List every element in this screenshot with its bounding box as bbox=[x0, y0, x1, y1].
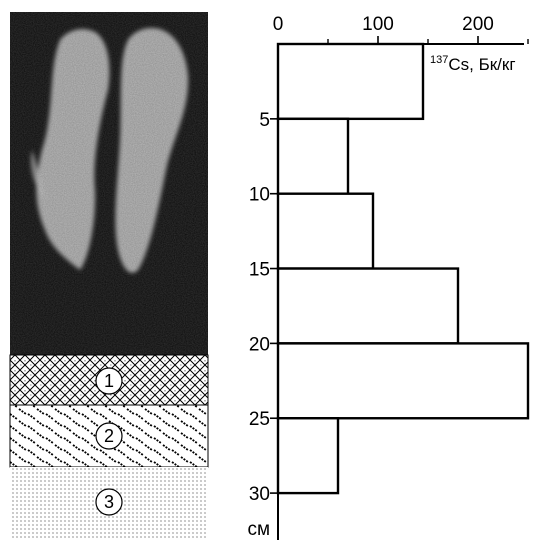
cs137-profile-chart: 0 100 200 5 10 15 20 25 30 137Cs, Бк/кг см bbox=[247, 14, 530, 540]
bar-15-20cm bbox=[276, 267, 460, 345]
y-tick-label-20: 20 bbox=[249, 334, 270, 355]
y-tick-label-30: 30 bbox=[249, 484, 270, 505]
x-tick-label-100: 100 bbox=[362, 14, 394, 35]
x-axis-label: 137Cs, Бк/кг bbox=[430, 54, 516, 74]
layer-3-marker: 3 bbox=[95, 488, 123, 516]
y-axis-ticks: 5 10 15 20 25 30 bbox=[249, 110, 278, 505]
x-axis-label-text: Cs, Бк/кг bbox=[448, 55, 515, 74]
layer-2-marker: 2 bbox=[95, 422, 123, 450]
layer-1-marker: 1 bbox=[95, 367, 123, 395]
y-axis-unit: см bbox=[247, 519, 270, 540]
bar-10-15cm bbox=[276, 192, 375, 270]
soil-layers: 1 2 3 bbox=[9, 354, 209, 540]
profile-bars bbox=[276, 42, 530, 495]
layer-1-number: 1 bbox=[104, 371, 114, 391]
x-axis-label-superscript: 137 bbox=[430, 54, 448, 66]
y-tick-label-25: 25 bbox=[249, 409, 270, 430]
bar-0-5cm bbox=[276, 42, 425, 121]
x-axis-ticks: 0 100 200 bbox=[273, 14, 529, 44]
y-tick-label-5: 5 bbox=[259, 110, 270, 131]
layer-2-number: 2 bbox=[104, 426, 114, 446]
x-tick-label-0: 0 bbox=[273, 14, 284, 35]
bar-5-10cm bbox=[276, 117, 350, 195]
bar-20-25cm bbox=[276, 342, 530, 420]
layer-3-number: 3 bbox=[104, 492, 114, 512]
y-tick-label-15: 15 bbox=[249, 260, 270, 281]
soil-column-photo bbox=[10, 12, 208, 355]
bar-25-30cm bbox=[276, 417, 340, 495]
x-tick-label-200: 200 bbox=[462, 14, 494, 35]
y-tick-label-10: 10 bbox=[249, 185, 270, 206]
